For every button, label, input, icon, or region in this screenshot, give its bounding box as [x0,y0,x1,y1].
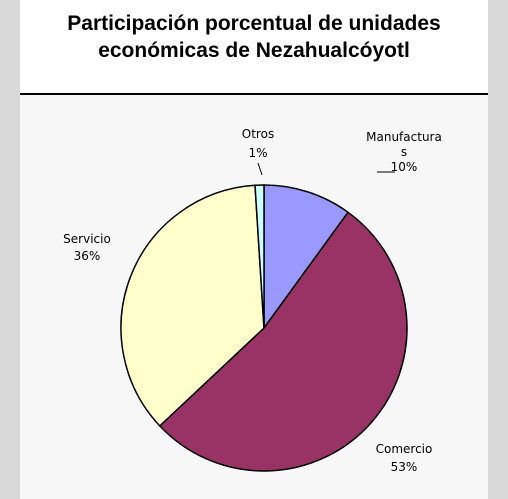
slice-label-line: 53% [391,460,418,474]
slice-label-line: Otros [242,127,274,141]
title-box: Participación porcentual de unidades eco… [20,0,488,95]
slice-label-line: Manufactura [366,130,442,144]
chart-title-line-2: económicas de Nezahualcóyotl [98,39,410,62]
slice-label-line: Servicio [63,232,111,246]
chart-title-line-1: Participación porcentual de unidades [67,12,441,35]
slice-label-servicio: Servicio 36% [63,232,111,263]
slice-label-otros: Otros 1% [242,127,274,160]
pie-slice-manufactura [263,184,350,331]
chart-title: Participación porcentual de unidades eco… [20,10,488,64]
slice-label-manufactura: Manufactura s 10% [366,130,442,174]
slice-label-comercio: Comercio 53% [376,442,433,474]
slice-label-line: 36% [74,249,101,263]
slice-label-line: 10% [391,160,418,174]
leader-line-otros [257,162,263,176]
slice-label-line: s [401,145,407,159]
slice-label-line: 1% [248,146,267,160]
slice-label-line: Comercio [376,442,433,456]
pie-slice-servicio [120,184,265,427]
pie-slice-otros [254,184,265,329]
pie-slice-comercio [158,211,408,472]
